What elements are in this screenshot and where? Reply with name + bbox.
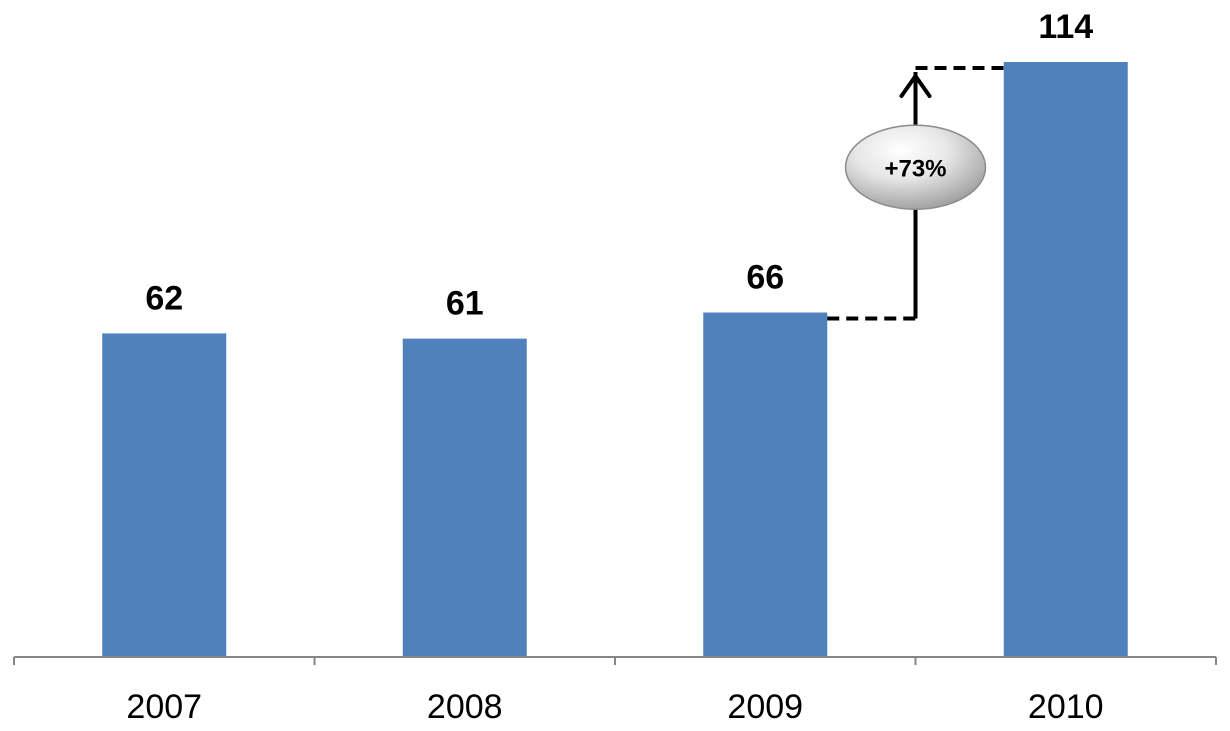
x-tick-label-2007: 2007 bbox=[126, 688, 202, 726]
bars-group bbox=[102, 62, 1128, 657]
x-tick-label-2008: 2008 bbox=[427, 688, 503, 726]
x-axis bbox=[13, 656, 1217, 665]
bar-2009 bbox=[703, 312, 828, 657]
value-labels-group: 62 61 66 114 bbox=[145, 8, 1093, 323]
growth-annotation: +73% bbox=[827, 66, 1004, 321]
bar-2008 bbox=[402, 338, 527, 657]
x-tick-label-2009: 2009 bbox=[727, 688, 803, 726]
growth-label: +73% bbox=[884, 155, 946, 182]
data-label-2008: 61 bbox=[446, 285, 484, 323]
data-label-2007: 62 bbox=[145, 279, 183, 317]
growth-badge bbox=[844, 124, 987, 211]
bar-2010 bbox=[1003, 62, 1128, 657]
data-label-2010: 114 bbox=[1038, 8, 1093, 46]
x-tick-labels-group: 2007 2008 2009 2010 bbox=[126, 688, 1103, 726]
bar-2007 bbox=[102, 333, 227, 657]
arrow-up-icon bbox=[899, 74, 932, 98]
data-label-2009: 66 bbox=[746, 259, 784, 297]
x-tick-label-2010: 2010 bbox=[1028, 688, 1104, 726]
